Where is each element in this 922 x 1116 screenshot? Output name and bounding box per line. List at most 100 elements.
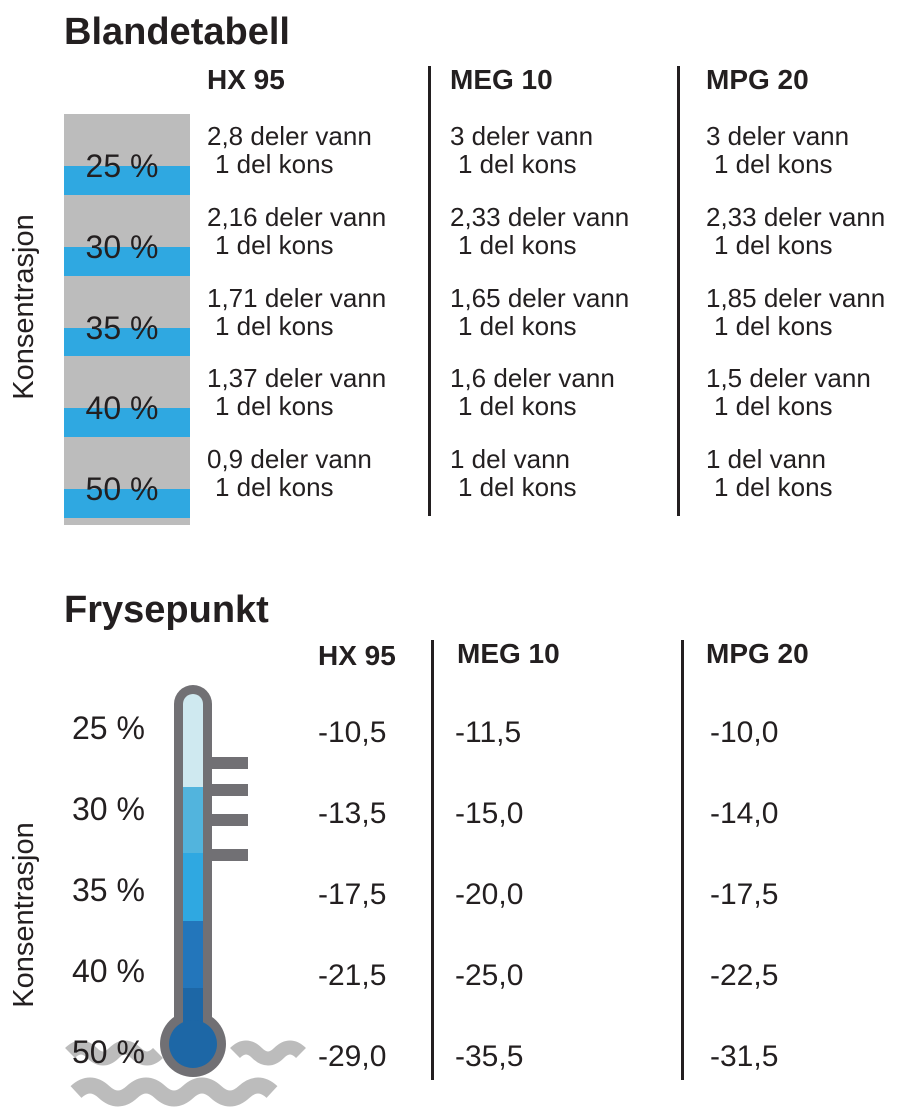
freezing-point-value: -35,5 xyxy=(455,1040,524,1073)
mix-ratio-kons-line: 1 del kons xyxy=(215,310,334,341)
thermometer-tick-2 xyxy=(205,784,248,796)
mixing-ratio-cell: 1,85 deler vann 1 del kons xyxy=(706,284,885,340)
concentration-label: 30 % xyxy=(85,228,159,265)
bar-gray-segment xyxy=(64,356,190,409)
mix-ratio-kons-line: 1 del kons xyxy=(458,149,577,179)
freezing-point-value: -22,5 xyxy=(710,959,779,992)
mix-ratio-water-line: 1 del vann xyxy=(706,444,826,475)
concentration-label: 35 % xyxy=(85,309,159,346)
freezing-column-divider-1 xyxy=(431,640,434,1080)
mix-ratio-kons-line: 1 del kons xyxy=(458,310,577,341)
freezing-title: Frysepunkt xyxy=(64,589,269,631)
freezing-point-value: -10,5 xyxy=(318,716,387,749)
mix-ratio-water-line: 2,33 deler vann xyxy=(706,201,886,232)
concentration-label: 40 % xyxy=(85,390,159,427)
mix-ratio-water-line: 0,9 deler vann xyxy=(207,444,372,475)
mixing-ratio-cell: 2,33 deler vann 1 del kons xyxy=(706,203,885,259)
freezing-point-value: -10,0 xyxy=(710,716,779,749)
mix-ratio-kons-line: 1 del kons xyxy=(458,229,577,260)
mix-ratio-water-line: 3 deler vann xyxy=(450,121,594,151)
bar-blue-segment xyxy=(64,489,190,518)
mix-ratio-kons-line: 1 del kons xyxy=(714,229,833,260)
bar-blue-segment xyxy=(64,246,190,276)
thermo-segment-50pct xyxy=(183,988,203,1025)
mix-ratio-water-line: 1,5 deler vann xyxy=(706,363,871,394)
mixing-ratio-cell: 3 deler vann 1 del kons xyxy=(706,122,849,178)
mixing-ratio-cell: 1,65 deler vann 1 del kons xyxy=(450,284,629,340)
mixing-ratio-cell: 1 del vann 1 del kons xyxy=(450,445,577,501)
mix-ratio-kons-line: 1 del kons xyxy=(458,391,577,422)
freezing-point-value: -25,0 xyxy=(455,959,524,992)
mix-ratio-kons-line: 1 del kons xyxy=(215,229,334,260)
mixing-ratio-cell: 3 deler vann 1 del kons xyxy=(450,122,593,178)
concentration-label: 50 % xyxy=(85,471,159,508)
mixing-col-header-hx95: HX 95 xyxy=(207,64,285,95)
wave-right xyxy=(230,1040,306,1066)
mix-ratio-water-line: 1,71 deler vann xyxy=(207,282,387,313)
mixing-ratio-cell: 1,37 deler vann 1 del kons xyxy=(207,364,386,420)
freezing-point-value: -21,5 xyxy=(318,959,387,992)
mix-ratio-water-line: 1,6 deler vann xyxy=(450,363,615,394)
freezing-axis-label: Konsentrasjon xyxy=(8,822,40,1008)
mix-ratio-kons-line: 1 del kons xyxy=(215,391,334,422)
thermometer-bulb xyxy=(169,1020,217,1068)
freezing-point-value: -17,5 xyxy=(318,878,387,911)
freezing-point-value: -15,0 xyxy=(455,797,524,830)
thermo-segment-25pct xyxy=(183,694,203,787)
freezing-concentration-label: 25 % xyxy=(72,710,145,746)
mixing-ratio-cell: 1 del vann 1 del kons xyxy=(706,445,833,501)
concentration-label: 25 % xyxy=(85,148,159,184)
mix-ratio-water-line: 1,65 deler vann xyxy=(450,282,630,313)
bar-blue-segment xyxy=(64,408,190,438)
mix-ratio-kons-line: 1 del kons xyxy=(714,391,833,422)
freezing-point-value: -31,5 xyxy=(710,1040,779,1073)
mixing-table-title: Blandetabell xyxy=(64,11,290,53)
mixing-axis-label: Konsentrasjon xyxy=(8,214,40,400)
water-waves xyxy=(65,1040,306,1107)
mix-ratio-water-line: 1 del vann xyxy=(450,444,570,475)
concentration-stripe-bar: 25 % 30 % 35 % 40 % 50 % xyxy=(64,114,190,525)
mixing-col-header-mpg20: MPG 20 xyxy=(706,64,809,95)
mixing-column-divider-2 xyxy=(677,66,680,516)
freezing-point-value: -17,5 xyxy=(710,878,779,911)
thermometer-tube-fill xyxy=(183,694,203,1025)
bar-gray-segment xyxy=(64,275,190,328)
freezing-concentration-label: 35 % xyxy=(72,872,145,908)
bar-blue-segment xyxy=(64,327,190,357)
thermo-segment-40pct xyxy=(183,921,203,988)
wave-left xyxy=(65,1040,163,1066)
freezing-col-header-mpg20: MPG 20 xyxy=(706,638,809,669)
freezing-concentration-label: 40 % xyxy=(72,953,145,989)
mixing-ratio-cell: 2,16 deler vann 1 del kons xyxy=(207,203,386,259)
thermo-segment-30pct xyxy=(183,787,203,853)
freezing-concentration-label: 50 % xyxy=(72,1034,145,1070)
mix-ratio-kons-line: 1 del kons xyxy=(714,149,833,179)
mixing-ratio-cell: 1,6 deler vann 1 del kons xyxy=(450,364,615,420)
mix-ratio-kons-line: 1 del kons xyxy=(215,472,334,503)
freezing-column-divider-2 xyxy=(681,640,684,1080)
bar-blue-segment xyxy=(64,166,190,195)
mixing-ratio-cell: 0,9 deler vann 1 del kons xyxy=(207,445,372,501)
mix-ratio-kons-line: 1 del kons xyxy=(215,149,334,179)
freezing-col-header-hx95: HX 95 xyxy=(318,640,396,671)
mixing-col-header-meg10: MEG 10 xyxy=(450,64,553,95)
mix-ratio-water-line: 1,85 deler vann xyxy=(706,282,886,313)
mix-ratio-water-line: 2,8 deler vann xyxy=(207,121,372,151)
freezing-point-value: -13,5 xyxy=(318,797,387,830)
mix-ratio-kons-line: 1 del kons xyxy=(714,310,833,341)
bar-gray-segment xyxy=(64,437,190,490)
thermometer-tick-3 xyxy=(205,814,248,826)
freezing-concentration-label: 30 % xyxy=(72,791,145,827)
thermo-segment-35pct xyxy=(183,853,203,921)
mixing-ratio-cell: 2,8 deler vann 1 del kons xyxy=(207,122,372,178)
mix-ratio-water-line: 1,37 deler vann xyxy=(207,363,387,394)
freezing-point-value: -29,0 xyxy=(318,1040,387,1073)
mixing-ratio-cell: 2,33 deler vann 1 del kons xyxy=(450,203,629,259)
mix-ratio-water-line: 2,16 deler vann xyxy=(207,201,387,232)
thermometer-tick-1 xyxy=(205,757,248,769)
bar-gray-segment xyxy=(64,114,190,166)
mix-ratio-water-line: 2,33 deler vann xyxy=(450,201,630,232)
wave-bottom xyxy=(70,1077,278,1107)
mixing-column-divider-1 xyxy=(428,66,431,516)
